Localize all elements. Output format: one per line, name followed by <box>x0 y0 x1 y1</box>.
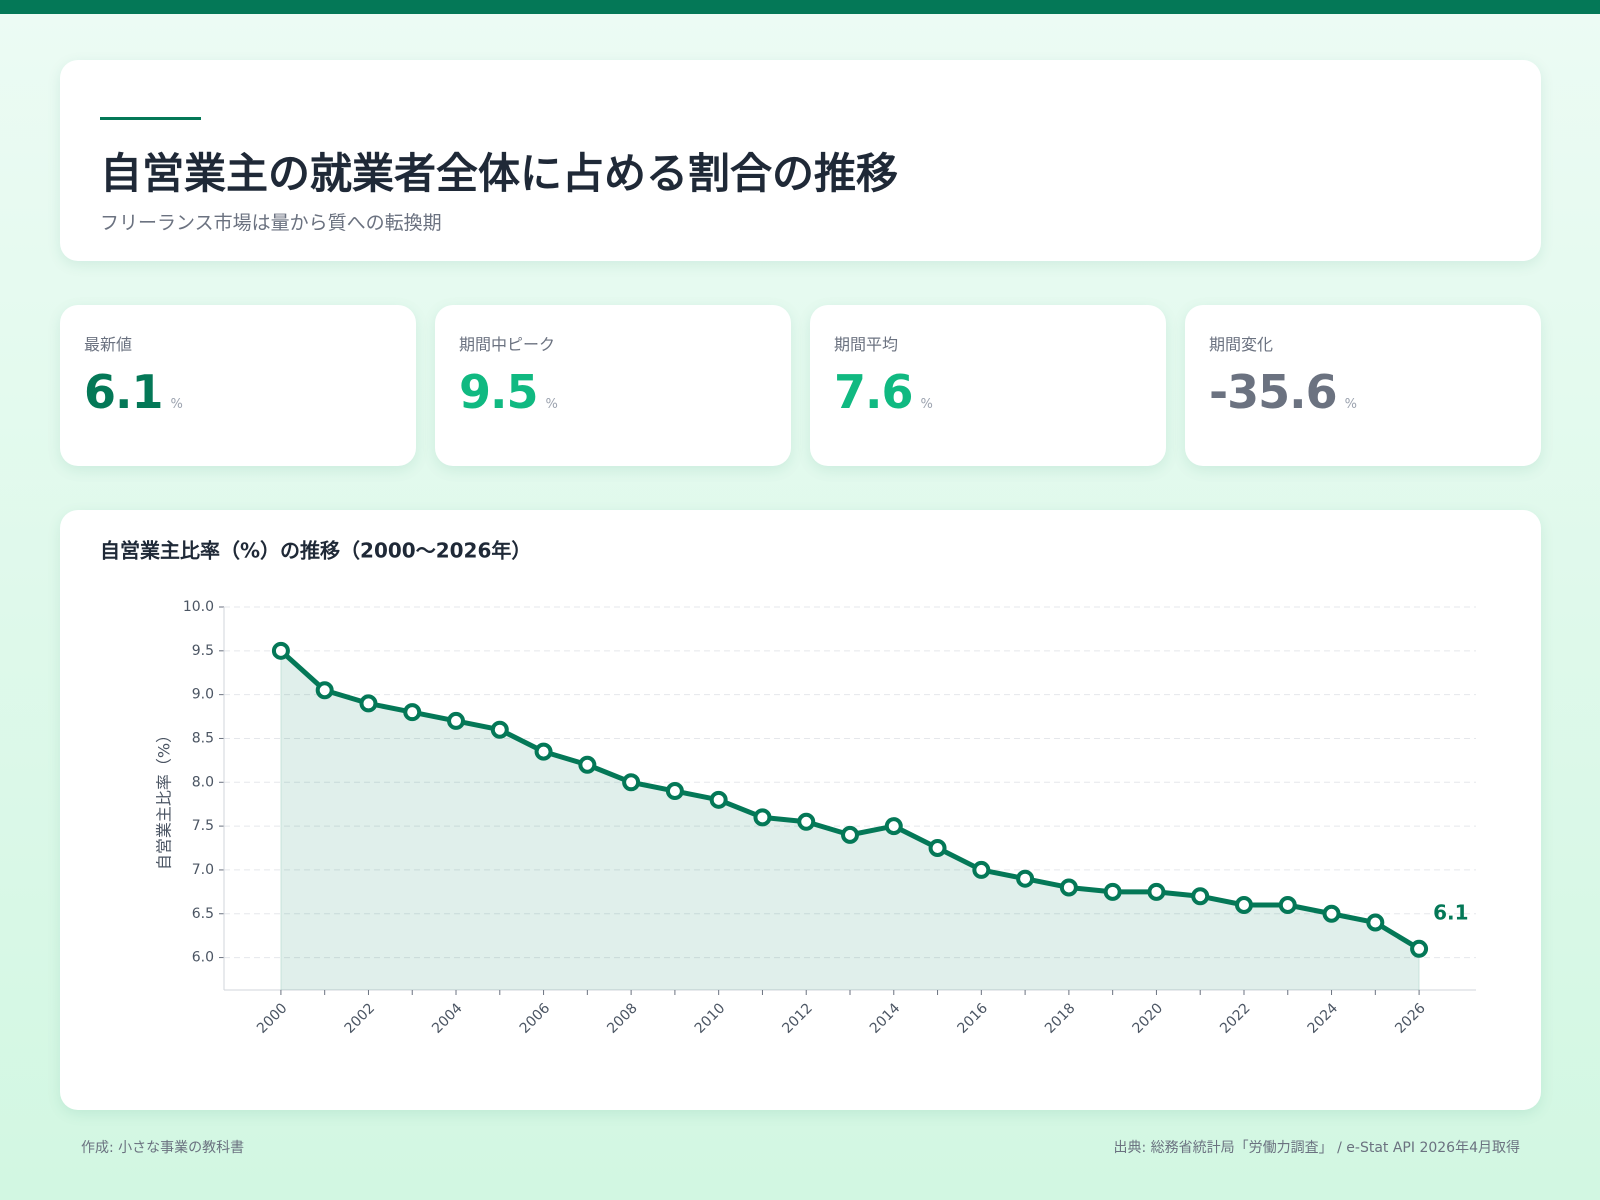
chart: 自営業主比率（%）の推移（2000〜2026年） 6.0 6.5 7.0 7.5 8.0… <box>100 539 1476 1037</box>
kpi-value-row: 7.6% <box>834 365 933 419</box>
x-tick-label: 2000 <box>254 1000 291 1037</box>
kpi-card: 期間平均 7.6% <box>810 305 1166 466</box>
x-tick-label: 2016 <box>954 1000 991 1037</box>
x-tick-label: 2026 <box>1392 1000 1429 1037</box>
point <box>622 773 641 792</box>
footer-credit: 作成: 小さな事業の教科書 <box>81 1140 245 1156</box>
kpi-value-row: 9.5% <box>459 365 558 419</box>
point <box>928 839 947 858</box>
kpi-label: 最新値 <box>84 335 133 354</box>
kpi-value-row: -35.6% <box>1209 365 1357 419</box>
x-tick-label: 2004 <box>429 1000 466 1037</box>
x-tick-label: 2012 <box>779 1000 816 1037</box>
point <box>1234 895 1253 914</box>
point <box>1322 904 1341 923</box>
kpi-value: 7.6 <box>834 365 913 419</box>
point <box>359 694 378 713</box>
point <box>578 755 597 774</box>
value-label: 6.1 <box>1433 900 1468 924</box>
kpi-value-row: 6.1% <box>84 365 183 419</box>
point <box>447 711 466 730</box>
x-tick-label: 2020 <box>1130 1000 1167 1037</box>
footer-source: 出典: 総務省統計局「労働力調査」 / e-Stat API 2026年4月取得 <box>1113 1140 1520 1156</box>
point <box>315 681 334 700</box>
y-tick-label: 7.5 <box>192 818 214 834</box>
accent-line <box>100 117 201 120</box>
kpi-unit: % <box>170 397 183 412</box>
chart-card: 自営業主比率（%）の推移（2000〜2026年） 6.0 6.5 7.0 7.5 8.0… <box>60 510 1541 1110</box>
x-tick-label: 2024 <box>1305 1000 1342 1037</box>
kpi-label: 期間平均 <box>834 335 899 354</box>
kpi-value: 9.5 <box>459 365 538 419</box>
kpi-unit: % <box>545 397 558 412</box>
point <box>1278 895 1297 914</box>
point <box>1103 882 1122 901</box>
x-tick-label: 2018 <box>1042 1000 1079 1037</box>
x-tick-label: 2008 <box>604 1000 641 1037</box>
x-tick-label: 2014 <box>867 1000 904 1037</box>
point <box>403 703 422 722</box>
point <box>972 860 991 879</box>
point <box>841 825 859 844</box>
point <box>1059 878 1078 897</box>
point <box>1147 882 1166 901</box>
point <box>797 812 816 831</box>
point <box>884 817 903 836</box>
top-bar <box>0 0 1600 14</box>
kpi-card: 期間変化 -35.6% <box>1185 305 1541 466</box>
page-title: 自営業主の就業者全体に占める割合の推移 <box>100 149 899 198</box>
point <box>1410 939 1429 958</box>
kpi-unit: % <box>920 397 933 412</box>
kpi-value: 6.1 <box>84 365 163 419</box>
page-subtitle: フリーランス市場は量から質への転換期 <box>100 212 442 234</box>
kpi-label: 期間中ピーク <box>459 335 556 354</box>
kpi-value: -35.6 <box>1209 365 1338 419</box>
point <box>709 790 728 809</box>
y-tick-label: 6.0 <box>192 950 214 966</box>
y-tick-label: 8.5 <box>192 730 214 746</box>
area <box>280 650 1420 990</box>
chart-title: 自営業主比率（%）の推移（2000〜2026年） <box>100 539 531 563</box>
point <box>1366 913 1385 932</box>
header-card: 自営業主の就業者全体に占める割合の推移 フリーランス市場は量から質への転換期 <box>60 60 1541 261</box>
y-tick-label: 9.0 <box>192 687 214 703</box>
y-axis-label: 自営業主比率（%） <box>155 727 174 870</box>
x-tick-label: 2006 <box>517 1000 554 1037</box>
point <box>1016 869 1035 888</box>
kpi-card: 最新値 6.1% <box>60 305 416 466</box>
y-tick-label: 9.5 <box>192 643 214 659</box>
point <box>665 782 684 801</box>
point <box>490 720 509 739</box>
kpi-label: 期間変化 <box>1209 335 1274 354</box>
x-tick-label: 2022 <box>1217 1000 1254 1037</box>
x-tick-label: 2010 <box>692 1000 729 1037</box>
y-tick-label: 6.5 <box>192 906 214 922</box>
point <box>753 808 772 827</box>
y-tick-label: 7.0 <box>192 862 214 878</box>
point <box>271 641 290 660</box>
kpi-unit: % <box>1344 397 1357 412</box>
point <box>1191 887 1210 906</box>
y-tick-label: 8.0 <box>192 774 214 790</box>
x-tick-label: 2002 <box>342 1000 379 1037</box>
y-tick-label: 10.0 <box>183 599 214 615</box>
kpi-card: 期間中ピーク 9.5% <box>435 305 791 466</box>
point <box>534 742 553 761</box>
